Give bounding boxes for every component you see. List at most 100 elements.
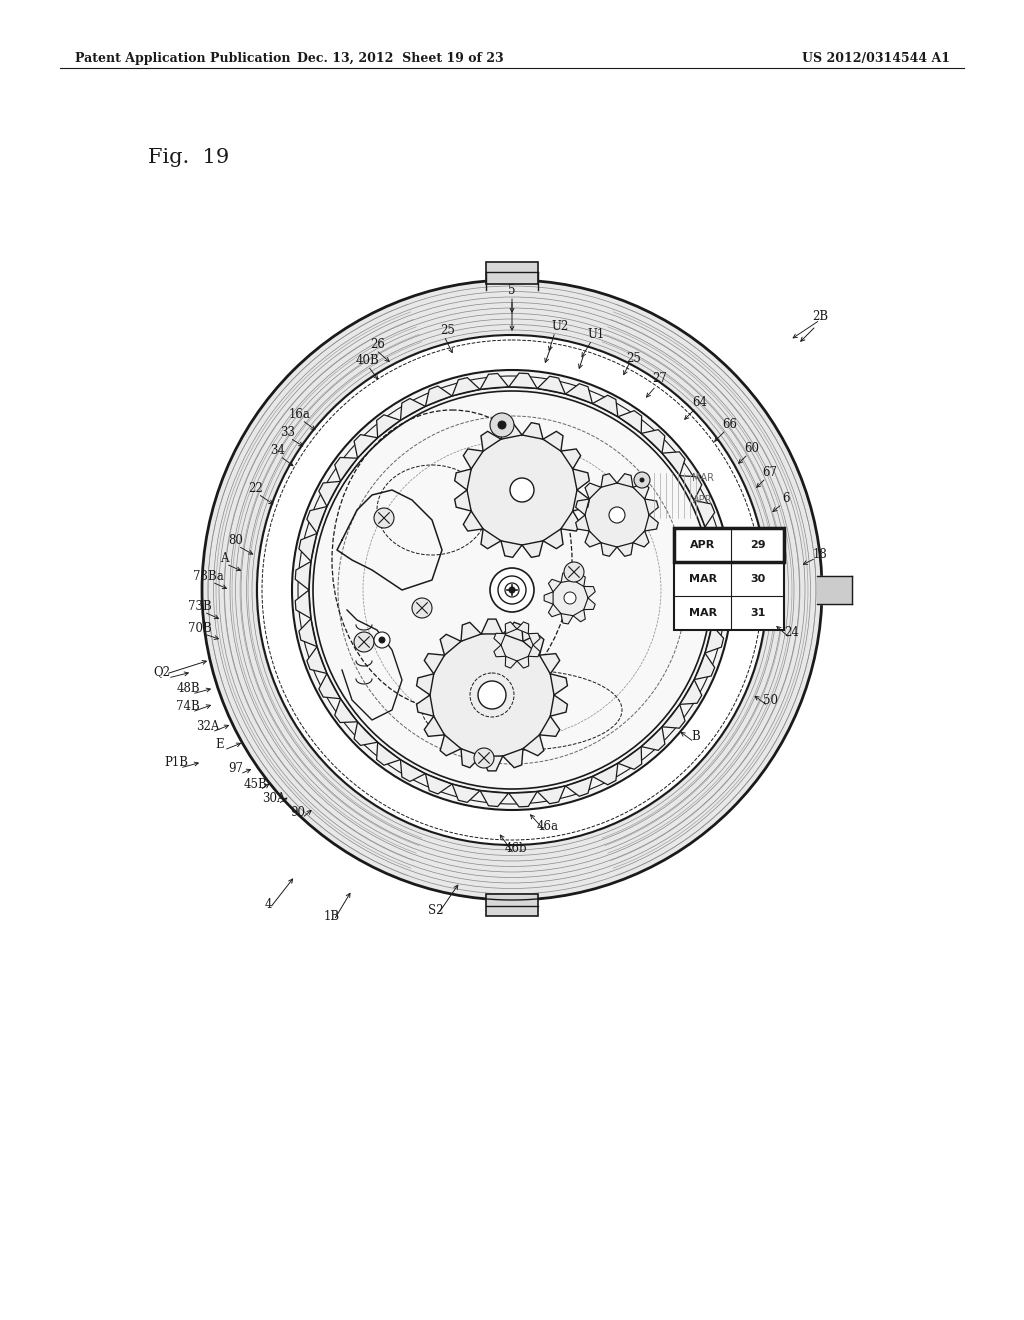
Polygon shape <box>503 622 523 642</box>
Circle shape <box>552 579 588 616</box>
Polygon shape <box>295 561 311 590</box>
Polygon shape <box>509 374 538 388</box>
Polygon shape <box>505 622 517 634</box>
Polygon shape <box>584 586 595 598</box>
Polygon shape <box>522 422 543 440</box>
Polygon shape <box>641 727 665 750</box>
Polygon shape <box>463 449 483 469</box>
Polygon shape <box>617 543 633 556</box>
Polygon shape <box>561 614 573 624</box>
Text: A: A <box>220 552 228 565</box>
Text: 33: 33 <box>281 425 296 438</box>
Text: 46a: 46a <box>537 820 559 833</box>
Polygon shape <box>662 705 685 729</box>
Text: 29: 29 <box>750 540 765 550</box>
Polygon shape <box>645 515 658 531</box>
Polygon shape <box>544 591 553 605</box>
Polygon shape <box>424 717 444 737</box>
Polygon shape <box>528 645 540 657</box>
Polygon shape <box>461 748 481 768</box>
Polygon shape <box>601 543 617 556</box>
Polygon shape <box>550 696 567 717</box>
Polygon shape <box>307 507 327 533</box>
Circle shape <box>501 630 534 661</box>
Text: 90: 90 <box>291 805 305 818</box>
Circle shape <box>609 507 625 523</box>
Text: 30A: 30A <box>262 792 286 804</box>
Polygon shape <box>561 449 581 469</box>
Polygon shape <box>480 791 509 807</box>
Polygon shape <box>417 673 434 696</box>
Polygon shape <box>295 590 311 619</box>
Polygon shape <box>481 756 503 771</box>
Polygon shape <box>572 469 590 490</box>
Text: Fig.  19: Fig. 19 <box>148 148 229 168</box>
Polygon shape <box>354 722 378 746</box>
Polygon shape <box>540 653 560 673</box>
Text: 16a: 16a <box>289 408 311 421</box>
Polygon shape <box>424 653 444 673</box>
Text: 25: 25 <box>440 323 456 337</box>
Circle shape <box>354 632 374 652</box>
Polygon shape <box>522 541 543 557</box>
Polygon shape <box>461 622 481 642</box>
Text: 46b: 46b <box>505 842 527 854</box>
Polygon shape <box>662 451 685 475</box>
Text: 67: 67 <box>763 466 777 479</box>
Polygon shape <box>573 610 586 622</box>
Polygon shape <box>377 414 400 438</box>
Circle shape <box>510 478 534 502</box>
Text: 60: 60 <box>744 441 760 454</box>
Circle shape <box>474 748 494 768</box>
Polygon shape <box>817 576 852 605</box>
Circle shape <box>257 335 767 845</box>
Text: 73Ba: 73Ba <box>193 569 223 582</box>
Bar <box>674 528 784 630</box>
Polygon shape <box>494 645 506 657</box>
Polygon shape <box>680 475 701 500</box>
Polygon shape <box>400 759 425 781</box>
Polygon shape <box>617 747 642 770</box>
Polygon shape <box>593 395 617 417</box>
Polygon shape <box>561 572 573 582</box>
Polygon shape <box>641 429 665 453</box>
Polygon shape <box>480 374 509 389</box>
Text: 27: 27 <box>652 371 668 384</box>
Polygon shape <box>694 653 715 680</box>
Polygon shape <box>538 785 565 804</box>
Text: 34: 34 <box>270 444 286 457</box>
Bar <box>674 528 784 562</box>
Polygon shape <box>503 748 523 768</box>
Polygon shape <box>509 792 538 807</box>
Polygon shape <box>307 647 327 673</box>
Polygon shape <box>705 626 724 653</box>
Text: 30: 30 <box>750 574 765 583</box>
Text: 1B: 1B <box>324 909 340 923</box>
Polygon shape <box>694 500 715 527</box>
Text: 70B: 70B <box>188 622 212 635</box>
Text: 25: 25 <box>627 351 641 364</box>
Circle shape <box>374 508 394 528</box>
Text: 80: 80 <box>228 533 244 546</box>
Polygon shape <box>523 735 544 755</box>
Polygon shape <box>565 776 593 796</box>
Polygon shape <box>585 483 601 499</box>
Polygon shape <box>617 411 642 433</box>
Text: E: E <box>216 738 224 751</box>
Polygon shape <box>543 529 563 549</box>
Polygon shape <box>425 385 453 407</box>
Text: 18: 18 <box>813 548 827 561</box>
Text: 24: 24 <box>784 626 800 639</box>
Text: MAR: MAR <box>688 609 717 618</box>
Circle shape <box>640 478 644 482</box>
Text: 64: 64 <box>692 396 708 408</box>
Text: 74B: 74B <box>176 700 200 713</box>
Polygon shape <box>505 656 517 668</box>
Polygon shape <box>523 635 544 655</box>
Polygon shape <box>561 511 581 531</box>
Polygon shape <box>481 529 501 549</box>
Polygon shape <box>528 634 540 645</box>
Text: MAR: MAR <box>688 574 717 583</box>
Text: 5: 5 <box>508 284 516 297</box>
Polygon shape <box>400 399 425 420</box>
